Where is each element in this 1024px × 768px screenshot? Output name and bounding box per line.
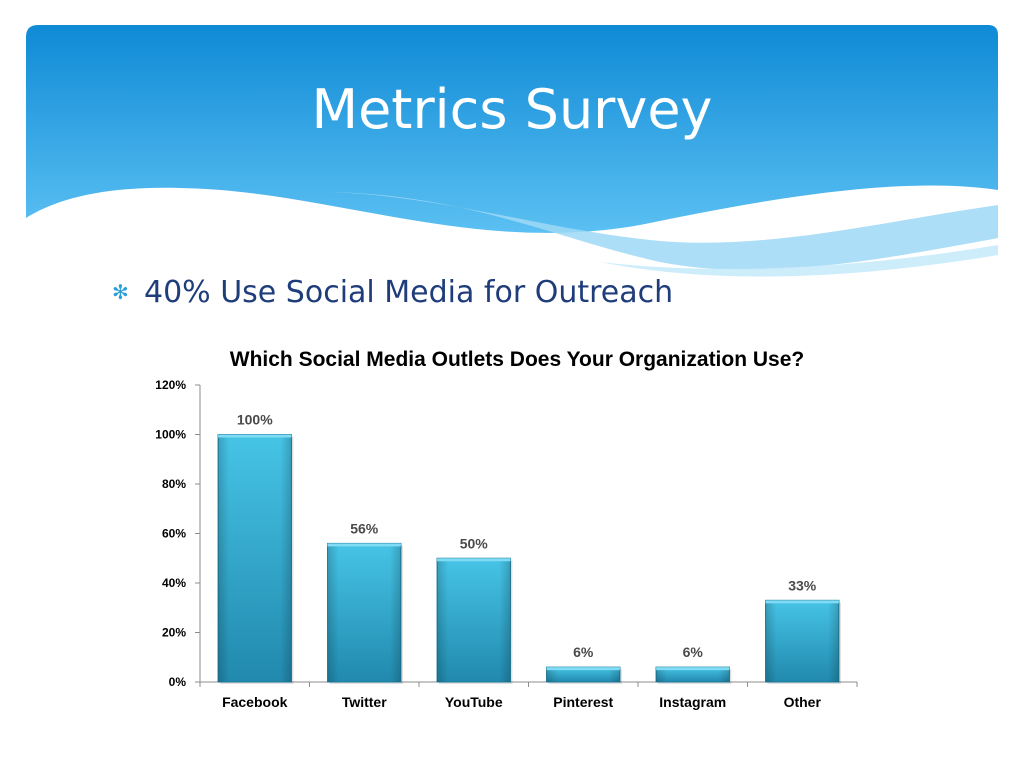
data-label: 6% — [683, 644, 704, 660]
category-label: Other — [784, 694, 822, 710]
bar-top-highlight — [218, 434, 292, 438]
y-tick-label: 120% — [155, 378, 186, 392]
bar-top-highlight — [765, 600, 839, 604]
category-label: Instagram — [659, 694, 726, 710]
bullet-item: ✻ 40% Use Social Media for Outreach — [112, 272, 673, 312]
data-labels-group: 100% 56% 50% 6% 6% 33% — [237, 412, 817, 661]
x-axis: Facebook Twitter YouTube Pinterest Instagram… — [199, 681, 858, 710]
y-tick-label: 0% — [169, 675, 187, 689]
data-label: 50% — [460, 535, 489, 551]
data-label: 100% — [237, 412, 273, 428]
data-label: 6% — [573, 644, 594, 660]
category-label: Pinterest — [553, 694, 613, 710]
y-tick-label: 60% — [162, 527, 186, 541]
bullet-text: 40% Use Social Media for Outreach — [144, 274, 674, 310]
bar-top-highlight — [546, 667, 620, 671]
bar-bevel — [218, 434, 292, 682]
bar-bevel — [546, 667, 620, 682]
category-label: YouTube — [445, 694, 503, 710]
y-tick-label: 100% — [155, 428, 186, 442]
bars-group — [217, 434, 841, 684]
slide-title: Metrics Survey — [311, 78, 713, 141]
slide-header-banner — [26, 25, 998, 277]
bar-bevel — [327, 543, 401, 682]
bar-top-highlight — [437, 558, 511, 562]
y-tick-label: 20% — [162, 626, 186, 640]
data-label: 56% — [350, 520, 379, 536]
category-label: Facebook — [222, 694, 288, 710]
bar-top-highlight — [327, 543, 401, 547]
bar-bevel — [765, 600, 839, 682]
asterisk-bullet-icon: ✻ — [112, 280, 129, 304]
chart-title: Which Social Media Outlets Does Your Org… — [230, 348, 805, 371]
bar-bevel — [656, 667, 730, 682]
y-tick-label: 40% — [162, 576, 186, 590]
category-label: Twitter — [342, 694, 387, 710]
bar-bevel — [437, 558, 511, 682]
y-axis: 0% 20% 40% 60% 80% 100% 120% — [155, 378, 201, 689]
y-tick-label: 80% — [162, 477, 186, 491]
data-label: 33% — [788, 577, 817, 593]
bar-top-highlight — [656, 667, 730, 671]
